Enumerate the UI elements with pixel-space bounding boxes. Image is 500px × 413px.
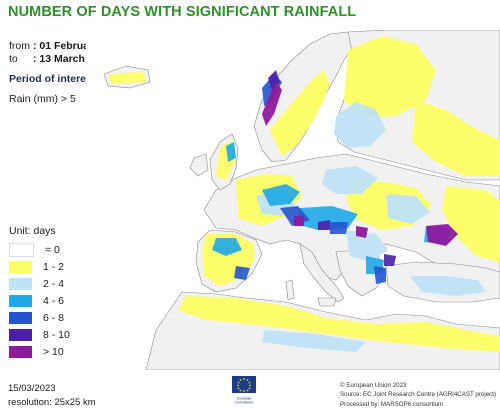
legend-swatch	[9, 277, 32, 290]
legend-item-zero: = 0	[9, 241, 70, 258]
legend-label: > 10	[43, 345, 64, 358]
period-of-interest-heading: Period of interest	[9, 73, 96, 85]
legend-item-6-8: 6 - 8	[9, 309, 70, 326]
credits: © European Union 2023 Source: EC Joint R…	[340, 381, 496, 409]
legend-swatch	[9, 242, 34, 257]
credit-processed: Processed by: MARSOP6 consortium	[340, 400, 444, 408]
eu-stars-icon	[237, 378, 251, 392]
legend-label: 6 - 8	[43, 311, 65, 324]
legend-swatch	[9, 294, 32, 307]
from-label: from	[9, 40, 30, 52]
legend-swatch	[9, 328, 32, 341]
svg-text:Commission: Commission	[235, 401, 254, 405]
rain-criterion: Rain (mm) > 5	[9, 93, 76, 105]
legend-unit: Unit: days	[9, 225, 56, 237]
resolution-note: resolution: 25x25 km	[8, 397, 96, 408]
legend-swatch	[9, 345, 32, 358]
legend: Unit: days = 0 1 - 2 2 - 4 4 - 6 6 - 8 8…	[9, 225, 70, 360]
legend-item-8-10: 8 - 10	[9, 326, 70, 343]
legend-label: 1 - 2	[43, 260, 65, 273]
europe-rainfall-map	[86, 30, 500, 370]
legend-item-1-2: 1 - 2	[9, 258, 70, 275]
rain-class-over-10	[262, 82, 458, 246]
issue-date: 15/03/2023	[8, 383, 56, 394]
legend-swatch	[9, 311, 32, 324]
map-title: NUMBER OF DAYS WITH SIGNIFICANT RAINFALL	[8, 4, 357, 20]
legend-label: = 0	[45, 243, 60, 256]
legend-item-2-4: 2 - 4	[9, 275, 70, 292]
legend-swatch	[9, 260, 32, 273]
legend-item-over-10: > 10	[9, 343, 70, 360]
svg-text:European: European	[237, 397, 252, 401]
to-label: to	[9, 53, 18, 65]
legend-label: 2 - 4	[43, 277, 65, 290]
legend-label: 8 - 10	[43, 328, 70, 341]
credit-source: Source: EC Joint Research Centre (AGRI4C…	[340, 391, 497, 399]
legend-label: 4 - 6	[43, 294, 65, 307]
rain-class-2-4	[256, 102, 486, 352]
european-commission-logo-icon: European Commission	[232, 376, 256, 405]
legend-item-4-6: 4 - 6	[9, 292, 70, 309]
credit-copyright: © European Union 2023	[340, 382, 407, 389]
